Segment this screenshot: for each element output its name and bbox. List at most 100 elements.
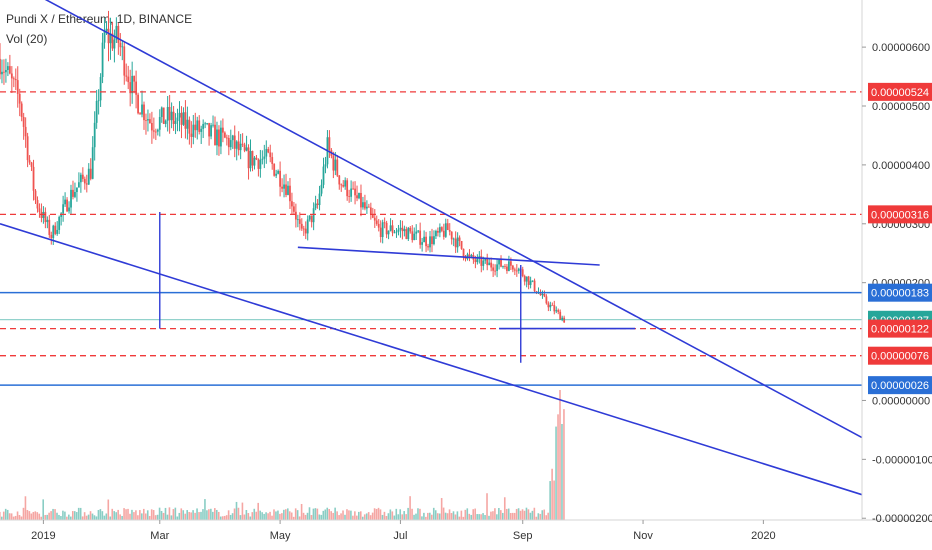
candle-body xyxy=(318,193,321,206)
trendline-lower-support xyxy=(0,223,863,496)
candle-body xyxy=(54,225,57,234)
candle-body xyxy=(310,215,313,223)
volume-bar xyxy=(466,508,469,520)
volume-bar xyxy=(539,513,542,520)
price-badge-label: 0.00000183 xyxy=(871,288,929,300)
volume-bar xyxy=(14,515,17,520)
volume-bar xyxy=(555,426,557,520)
volume-bar xyxy=(269,511,271,520)
candle-body xyxy=(442,230,445,237)
volume-bar xyxy=(365,513,368,520)
volume-bar xyxy=(338,515,340,520)
candle-body xyxy=(383,222,386,224)
volume-bar xyxy=(265,512,267,520)
volume-bar xyxy=(241,502,244,520)
candle-body xyxy=(387,230,390,235)
candle-body xyxy=(291,201,293,207)
candle-body xyxy=(24,126,27,137)
volume-bar xyxy=(156,514,159,520)
volume-bar xyxy=(419,508,421,520)
volume-bar xyxy=(10,513,13,520)
volume-bar xyxy=(482,513,484,520)
candle-body xyxy=(164,120,167,124)
volume-bar xyxy=(403,511,405,520)
candle-body xyxy=(198,120,201,132)
candle-body xyxy=(308,215,311,220)
candle-body xyxy=(91,147,94,179)
volume-bar xyxy=(505,508,508,520)
candle-body xyxy=(127,76,130,83)
volume-bar xyxy=(231,513,234,520)
candle-body xyxy=(395,231,398,233)
volume-bar xyxy=(150,509,153,520)
candle-body xyxy=(551,304,554,306)
volume-bar xyxy=(158,507,161,520)
candle-body xyxy=(249,150,252,169)
candle-body xyxy=(385,222,388,235)
candle-body xyxy=(269,152,272,158)
y-tick-label: 0.00000500 xyxy=(872,101,930,113)
volume-bar xyxy=(415,513,417,520)
volume-bar xyxy=(501,512,504,520)
candle-body xyxy=(194,124,197,131)
candle-body xyxy=(145,120,147,121)
volume-bar xyxy=(40,516,43,520)
candle-body xyxy=(289,185,291,202)
volume-bars xyxy=(0,390,565,520)
volume-bar xyxy=(83,512,86,520)
volume-bar xyxy=(527,509,530,520)
candle-body xyxy=(267,148,270,153)
candle-body xyxy=(200,128,203,132)
volume-bar xyxy=(46,514,48,520)
candle-body xyxy=(429,236,431,248)
candle-body xyxy=(93,122,96,148)
candle-body xyxy=(488,262,491,266)
volume-bar xyxy=(363,514,366,520)
volume-bar xyxy=(93,515,96,520)
candle-body xyxy=(336,159,339,176)
candle-body xyxy=(364,202,366,209)
candle-body xyxy=(129,82,132,94)
volume-bar xyxy=(405,514,407,520)
candle-body xyxy=(332,155,335,171)
candle-body xyxy=(334,159,337,171)
volume-bar xyxy=(458,516,461,520)
volume-bar xyxy=(557,414,559,520)
candle-body xyxy=(105,28,108,32)
candle-body xyxy=(81,174,84,179)
candle-body xyxy=(237,141,240,151)
volume-bar xyxy=(44,514,46,520)
volume-bar xyxy=(498,508,500,520)
volume-bar xyxy=(432,507,435,520)
candle-body xyxy=(243,144,246,151)
volume-bar xyxy=(484,515,486,520)
volume-bar xyxy=(411,508,413,520)
candle-body xyxy=(247,147,250,169)
candle-body xyxy=(525,276,528,282)
candle-body xyxy=(437,231,439,233)
candle-body xyxy=(259,159,262,169)
volume-bar xyxy=(28,511,31,520)
volume-bar xyxy=(312,508,315,520)
volume-bar xyxy=(121,515,123,520)
volume-bar xyxy=(298,516,301,520)
candle-body xyxy=(3,71,5,73)
volume-bar xyxy=(79,507,82,520)
candle-body xyxy=(446,223,449,231)
volume-bar xyxy=(515,508,518,520)
volume-bar xyxy=(119,514,121,520)
volume-bar xyxy=(70,516,72,520)
volume-bar xyxy=(468,513,471,520)
volume-bar xyxy=(279,513,281,520)
volume-bar xyxy=(30,513,33,520)
volume-bar xyxy=(198,512,200,520)
candle-body xyxy=(371,214,374,218)
x-tick-label: 2020 xyxy=(751,530,775,542)
candle-body xyxy=(174,121,177,124)
price-badge-label: 0.00000524 xyxy=(871,87,929,99)
candle-body xyxy=(397,229,400,232)
volume-bar xyxy=(273,509,275,520)
volume-bar xyxy=(332,512,334,520)
